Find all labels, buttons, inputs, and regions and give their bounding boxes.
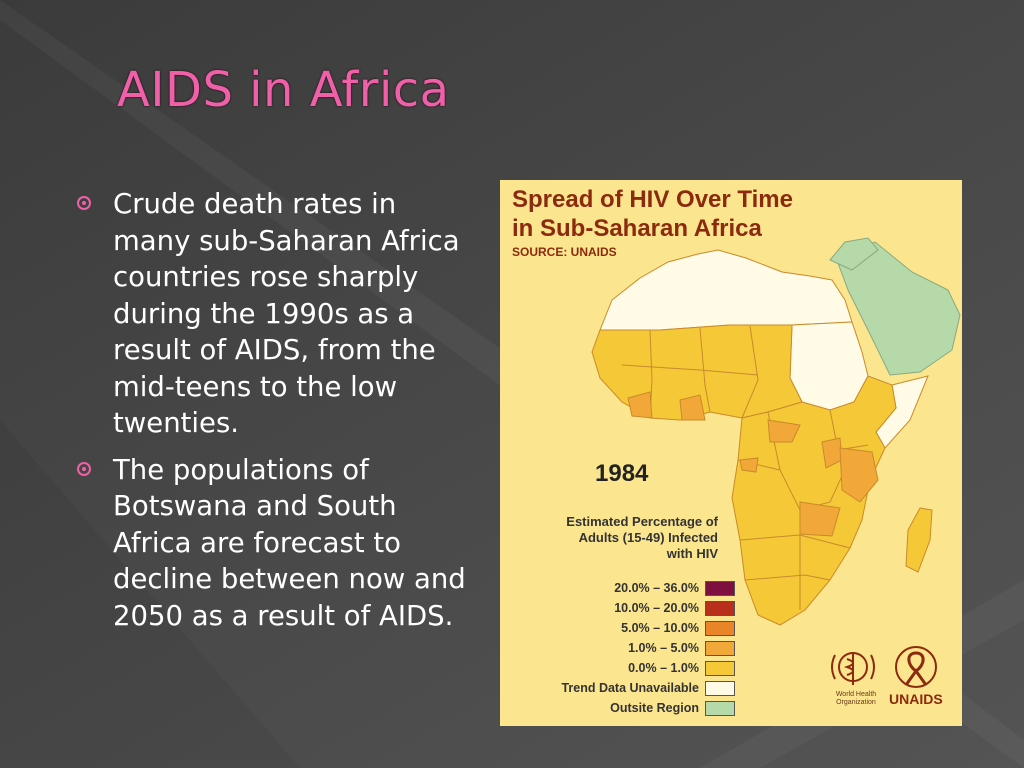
aids-ribbon-icon [895,646,937,688]
map-region-medium-east [839,447,879,503]
figure-title: Spread of HIV Over Time in Sub-Saharan A… [512,185,793,243]
legend-title-line3: with HIV [666,546,718,561]
legend-item: 10.0% – 20.0% [510,598,735,618]
map-region-medium-small [739,457,759,473]
map-region-madagascar [905,507,933,573]
legend-title-line2: Adults (15-49) Infected [578,530,718,545]
legend-title: Estimated Percentage of Adults (15-49) I… [530,514,718,562]
circled-dot-bullet-icon [77,461,91,476]
circled-dot-bullet-icon [77,196,91,210]
hiv-spread-map-figure: Spread of HIV Over Time in Sub-Saharan A… [500,180,962,726]
legend-item: 20.0% – 36.0% [510,578,735,598]
legend-label: 10.0% – 20.0% [614,601,699,615]
legend-item: Trend Data Unavailable [510,678,735,698]
legend-title-line1: Estimated Percentage of [566,514,718,529]
legend-item: 5.0% – 10.0% [510,618,735,638]
who-label-line2: Organization [836,699,876,706]
legend-label: 1.0% – 5.0% [628,641,699,655]
legend-label: 0.0% – 1.0% [628,661,699,675]
map-region-medium-central [767,419,801,443]
legend-swatch [705,640,735,656]
legend-swatch [705,680,735,696]
map-region-medium-west-1 [627,391,653,419]
figure-title-line1: Spread of HIV Over Time [512,186,793,213]
legend-label: 5.0% – 10.0% [621,621,699,635]
map-region-arabia [834,241,961,376]
bullet-text: The populations of Botswana and South Af… [113,453,466,632]
figure-source: SOURCE: UNAIDS [512,245,617,259]
legend-swatch [705,700,735,716]
legend-item: 1.0% – 5.0% [510,638,735,658]
slide-title: AIDS in Africa [117,62,450,118]
unaids-label: UNAIDS [889,691,943,707]
africa-map [591,237,961,626]
bullet-item: Crude death rates in many sub-Saharan Af… [70,186,475,442]
legend-item: Outsite Region [510,698,735,718]
legend-label: Trend Data Unavailable [561,681,699,695]
who-label-line1: World Health [835,691,877,698]
who-emblem-icon [831,652,875,685]
map-year: 1984 [595,460,649,487]
legend-label: Outsite Region [610,701,699,715]
legend-swatch [705,580,735,596]
bullet-list: Crude death rates in many sub-Saharan Af… [70,186,475,644]
legend-swatch [705,600,735,616]
figure-title-line2: in Sub-Saharan Africa [512,215,762,242]
legend-swatch [705,660,735,676]
map-region-medium-south [799,501,841,537]
legend-label: 20.0% – 36.0% [614,581,699,595]
legend-item: 0.0% – 1.0% [510,658,735,678]
map-region-middle-east [829,237,879,271]
bullet-item: The populations of Botswana and South Af… [70,452,475,635]
legend-swatch [705,620,735,636]
who-label: World Health Organization [826,691,886,707]
map-legend: 20.0% – 36.0% 10.0% – 20.0% 5.0% – 10.0%… [510,578,735,718]
map-region-north-africa [599,249,853,331]
map-region-medium-west-2 [679,394,706,421]
bullet-text: Crude death rates in many sub-Saharan Af… [113,188,460,439]
